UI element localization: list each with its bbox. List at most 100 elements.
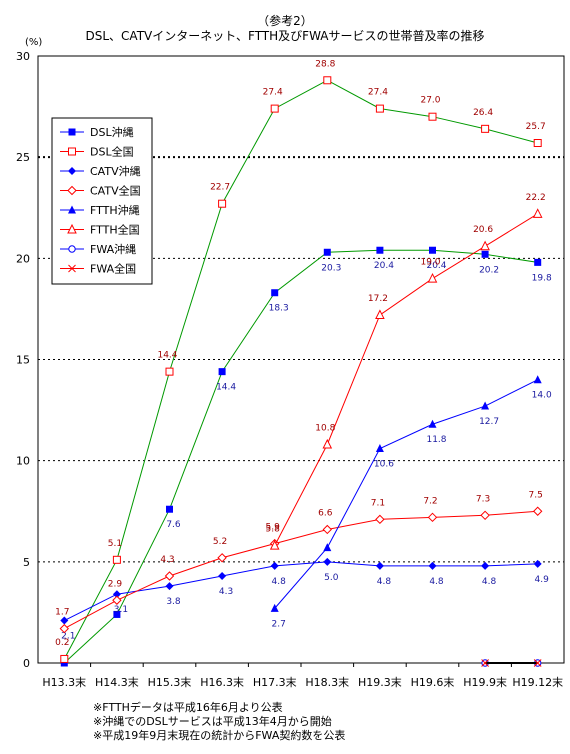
footnotes: ※FTTHデータは平成16年6月より公表 ※沖縄でのDSLサービスは平成13年4… [93, 701, 345, 743]
legend-entry: FTTH沖縄 [60, 203, 140, 217]
data-point [323, 557, 332, 566]
data-point [429, 246, 436, 254]
data-point [322, 524, 333, 535]
data-label: 27.0 [420, 96, 440, 106]
data-point [481, 401, 490, 410]
data-point [428, 561, 437, 570]
data-point [112, 590, 121, 599]
data-point [269, 540, 280, 550]
data-label: 4.8 [482, 577, 497, 587]
data-point-stroke [68, 264, 76, 273]
data-point [375, 514, 385, 525]
data-point [323, 543, 332, 552]
data-point [68, 245, 76, 253]
data-point [532, 506, 543, 516]
y-tick-label: 20 [16, 252, 30, 265]
legend-label: FWA全国 [90, 262, 136, 276]
data-point [532, 208, 543, 218]
series-line [64, 561, 538, 621]
data-label: 25.7 [526, 122, 546, 132]
data-point [67, 185, 77, 196]
data-point [375, 444, 384, 453]
data-point [375, 561, 384, 570]
y-tick-label: 15 [16, 354, 30, 367]
data-label: 14.4 [157, 351, 177, 361]
data-point [375, 104, 384, 113]
data-label: 22.7 [210, 183, 230, 193]
y-tick-label: 0 [23, 657, 30, 670]
data-label: 28.8 [315, 59, 335, 69]
series-4: 2.7 10.6 11.8 12.7 14.0 [270, 375, 552, 629]
data-point [481, 124, 490, 133]
legend-entry: FWA沖縄 [60, 242, 136, 256]
data-label: 27.4 [263, 88, 283, 98]
data-label: 2.1 [61, 632, 75, 642]
data-label: 4.3 [160, 555, 174, 565]
data-label: 4.9 [535, 575, 550, 585]
data-label: 7.1 [371, 498, 385, 508]
data-label: 19.8 [532, 273, 552, 283]
data-label: 7.2 [423, 496, 437, 506]
data-point [68, 264, 76, 273]
data-label: 7.6 [166, 520, 181, 530]
data-point [60, 659, 68, 667]
data-point [322, 438, 333, 449]
legend-entry: CATV沖縄 [60, 164, 141, 178]
data-point [218, 571, 227, 580]
data-point [112, 555, 121, 564]
y-tick-label: 5 [23, 556, 30, 569]
data-label: 18.3 [269, 304, 289, 314]
x-tick-label: H13.3末 [42, 675, 86, 689]
legend: DSL沖縄 DSL全国 CATV沖縄 CATV全国 FTTH沖縄 FTTH全国 FWA沖縄 F… [51, 117, 153, 285]
data-point [60, 654, 69, 663]
data-point [270, 603, 279, 612]
data-point [376, 246, 384, 254]
data-point [165, 367, 174, 376]
data-label: 14.0 [532, 391, 552, 401]
data-point [166, 505, 173, 513]
legend-entry: FWA全国 [60, 262, 136, 276]
legend-label: CATV全国 [90, 184, 141, 198]
legend-label: FTTH全国 [90, 223, 140, 237]
data-label: 20.4 [374, 261, 394, 271]
data-point [59, 623, 70, 634]
data-label: 17.2 [368, 294, 388, 304]
series-line [274, 213, 538, 546]
legend-label: CATV沖縄 [90, 164, 141, 178]
data-point [533, 139, 542, 148]
x-tick-label: H17.3末 [253, 675, 297, 689]
data-label: 7.3 [476, 494, 490, 504]
y-tick-label: 10 [16, 455, 30, 468]
legend-label: DSL沖縄 [90, 125, 134, 139]
legend-entry: DSL全国 [60, 145, 134, 159]
data-label: 7.5 [529, 490, 543, 500]
data-label: 22.2 [526, 193, 546, 203]
data-point [60, 616, 69, 625]
series-line [64, 510, 538, 630]
data-point-stroke [481, 659, 489, 667]
data-label: 2.7 [272, 619, 286, 629]
legend-box [51, 117, 153, 285]
data-point [270, 561, 279, 570]
x-tick-label: H19.9末 [463, 675, 507, 689]
data-label: 27.4 [368, 88, 388, 98]
data-label: 14.4 [216, 383, 236, 393]
data-point [481, 561, 490, 570]
series-0: 7.6 14.4 18.3 20.3 20.4 20.4 20.2 19.8 [60, 246, 552, 667]
data-point [68, 205, 76, 214]
data-point [270, 104, 279, 113]
data-point [164, 571, 175, 581]
chart-subtitle: DSL、CATVインターネット、FTTH及びFWAサービスの世帯普及率の推移 [85, 29, 485, 43]
data-point [534, 258, 542, 266]
data-point [533, 375, 542, 384]
y-tick-label: 25 [16, 151, 30, 164]
footnote: ※平成19年9月末現在の統計からFWA契約数を公表 [93, 729, 346, 742]
data-point [533, 659, 542, 667]
data-point [323, 76, 332, 85]
footnote: ※FTTHデータは平成16年6月より公表 [93, 701, 283, 714]
series-line [274, 379, 538, 609]
chart-title: （参考2） [257, 14, 313, 28]
data-point [68, 147, 76, 156]
